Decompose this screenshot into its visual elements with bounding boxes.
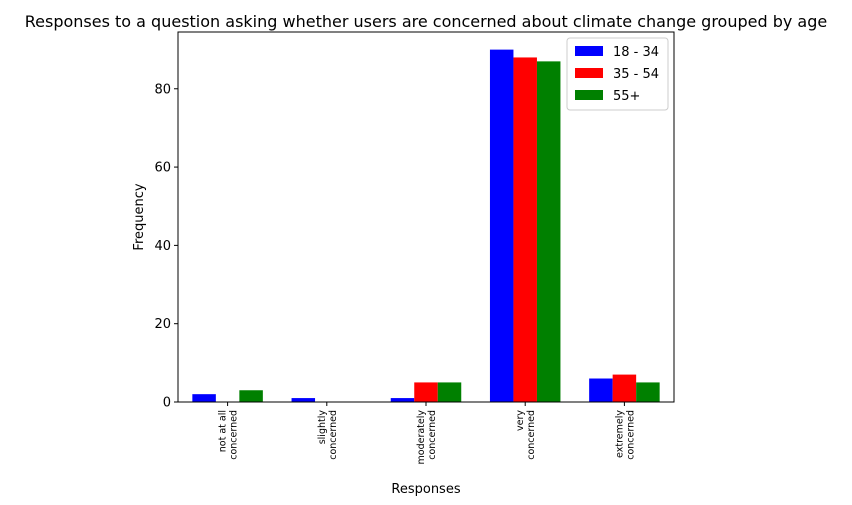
legend: 18 - 34 35 - 54 55+ [566, 37, 669, 111]
plot-area [192, 49, 660, 403]
x-tick-label-4: extremely concerned [614, 410, 636, 460]
x-tick-label-line: concerned [229, 410, 240, 460]
y-tick-label-60: 60 [154, 161, 171, 176]
bar-55--4 [636, 382, 660, 402]
x-tick-label-line: concerned [625, 410, 636, 460]
legend-swatch-1 [575, 68, 603, 78]
x-tick-label-0: not at all concerned [218, 410, 240, 460]
x-tick-label-line: slightly [317, 410, 328, 445]
y-tick-label-0: 0 [163, 396, 171, 411]
x-tick-label-line: concerned [427, 410, 438, 460]
legend-swatch-2 [575, 90, 603, 100]
legend-label-1: 35 - 54 [613, 67, 659, 82]
y-tick-label-80: 80 [154, 82, 171, 97]
x-tick-label-3: very concerned [515, 410, 537, 460]
chart-title: Responses to a question asking whether u… [25, 12, 827, 31]
x-tick-label-line: concerned [526, 410, 537, 460]
bar-55--3 [536, 61, 561, 403]
bar-35-54-2 [414, 382, 438, 402]
x-tick-label-2: moderately concerned [416, 410, 438, 465]
bar-35-54-3 [513, 57, 537, 402]
bar-18-34-3 [489, 49, 514, 403]
x-axis-label: Responses [391, 482, 460, 497]
x-tick-label-1: slightly concerned [317, 410, 339, 460]
bar-18-34-1 [291, 398, 316, 402]
bar-55--2 [437, 382, 462, 402]
bar-18-34-0 [192, 394, 216, 402]
legend-label-0: 18 - 34 [613, 45, 659, 60]
x-tick-label-line: moderately [416, 410, 427, 465]
legend-swatch-0 [575, 46, 603, 56]
x-tick-label-line: not at all [218, 410, 229, 452]
y-tick-label-40: 40 [154, 239, 171, 254]
x-tick-label-line: concerned [328, 410, 339, 460]
bar-18-34-2 [390, 398, 415, 402]
y-axis-label: Frequency [132, 183, 147, 250]
bar-55--0 [239, 390, 263, 402]
bar-18-34-4 [589, 378, 613, 402]
legend-label-2: 55+ [613, 89, 640, 104]
bar-35-54-4 [612, 374, 637, 402]
y-tick-label-20: 20 [154, 317, 171, 332]
x-tick-label-line: extremely [614, 410, 625, 458]
x-tick-label-line: very [515, 410, 526, 431]
